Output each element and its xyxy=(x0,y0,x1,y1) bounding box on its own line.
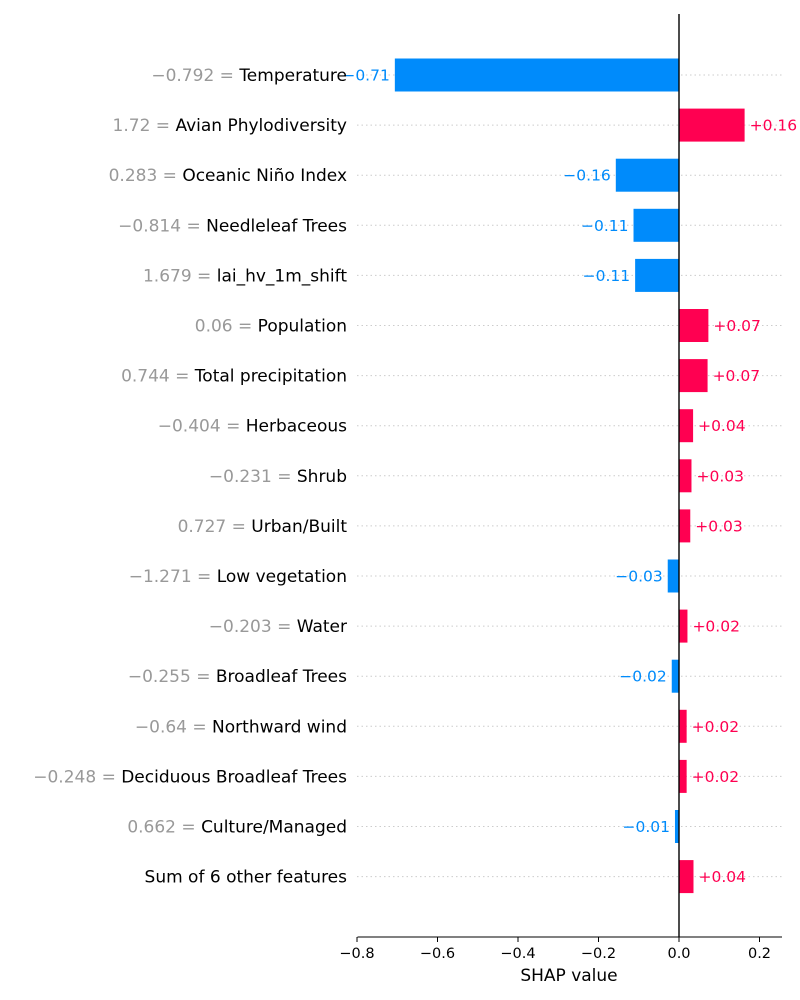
x-ticks: −0.8 −0.6 −0.4 −0.2 0.0 0.2 xyxy=(339,937,771,962)
feature-label: 0.283 = Oceanic Niño Index xyxy=(109,166,347,186)
feature-value: 1.72 = xyxy=(113,116,176,136)
feature-value: −0.231 = xyxy=(209,467,297,487)
feature-name: Culture/Managed xyxy=(201,818,347,838)
feature-label: 0.727 = Urban/Built xyxy=(178,517,348,537)
bar-value-label: +0.02 xyxy=(692,718,740,736)
x-tick-label: −0.8 xyxy=(339,946,374,962)
bar-value-label: +0.04 xyxy=(698,868,746,886)
bar-value-label: −0.01 xyxy=(622,818,670,836)
feature-value: −0.248 = xyxy=(33,767,121,787)
bar xyxy=(394,58,679,92)
bar xyxy=(679,309,709,342)
bar-value-label: +0.16 xyxy=(750,117,798,135)
feature-label: −0.64 = Northward wind xyxy=(135,717,347,737)
feature-name: Low vegetation xyxy=(217,567,347,587)
bar-value-label: +0.07 xyxy=(713,367,761,385)
bar xyxy=(667,559,679,593)
x-tick-label: 0.2 xyxy=(748,946,771,962)
feature-label: 1.679 = lai_hv_1m_shift xyxy=(143,266,347,286)
bar-value-label: −0.16 xyxy=(563,167,611,185)
feature-name: Urban/Built xyxy=(251,517,347,537)
bar xyxy=(679,759,687,793)
bar xyxy=(679,609,688,643)
x-axis-title: SHAP value xyxy=(520,966,617,986)
bar xyxy=(679,359,708,393)
x-tick-label: −0.4 xyxy=(500,946,535,962)
feature-value: −0.792 = xyxy=(151,66,239,86)
bar xyxy=(633,208,679,242)
row-guides xyxy=(357,74,782,878)
feature-label: −0.248 = Deciduous Broadleaf Trees xyxy=(33,767,347,787)
feature-label: Sum of 6 other features xyxy=(145,868,348,888)
x-tick-label: −0.2 xyxy=(581,946,616,962)
x-tick-label: 0.0 xyxy=(667,946,690,962)
feature-value: −0.814 = xyxy=(118,216,206,236)
feature-label: −0.792 = Temperature xyxy=(151,66,347,86)
bar-value-labels: −0.71 +0.16 −0.16 −0.11 −0.11 +0.07 +0.07 +0.04… xyxy=(342,67,797,887)
feature-label: −0.404 = Herbaceous xyxy=(158,417,347,437)
bar xyxy=(679,860,694,894)
feature-label: −0.203 = Water xyxy=(209,617,347,637)
feature-name: Avian Phylodiversity xyxy=(175,116,347,136)
feature-value: 0.744 = xyxy=(121,367,195,387)
feature-value: −0.203 = xyxy=(209,617,297,637)
bar xyxy=(635,258,679,292)
feature-name: lai_hv_1m_shift xyxy=(217,266,348,286)
feature-label: −0.814 = Needleleaf Trees xyxy=(118,216,347,236)
feature-label: −1.271 = Low vegetation xyxy=(129,567,347,587)
feature-value: 0.727 = xyxy=(178,517,252,537)
bars xyxy=(394,58,745,894)
bar xyxy=(679,108,745,142)
bar xyxy=(679,459,692,493)
bar-value-label: +0.07 xyxy=(713,317,761,335)
feature-name: Needleleaf Trees xyxy=(206,216,347,236)
bar-value-label: +0.03 xyxy=(696,467,744,485)
feature-name: Temperature xyxy=(238,66,347,86)
bar-value-label: +0.02 xyxy=(692,768,740,786)
feature-value: −0.404 = xyxy=(158,417,246,437)
bar-value-label: −0.71 xyxy=(342,67,390,85)
feature-label: 0.06 = Population xyxy=(195,317,347,337)
feature-name: Herbaceous xyxy=(246,417,347,437)
bar xyxy=(674,810,679,843)
feature-name: Water xyxy=(297,617,347,637)
feature-name: Northward wind xyxy=(212,717,347,737)
feature-name: Sum of 6 other features xyxy=(145,868,348,888)
bar-value-label: −0.03 xyxy=(615,568,663,586)
bar-value-label: −0.02 xyxy=(619,668,667,686)
feature-value: −0.255 = xyxy=(128,667,216,687)
bar-value-label: −0.11 xyxy=(583,267,631,285)
feature-label: −0.231 = Shrub xyxy=(209,467,347,487)
bar xyxy=(679,409,694,443)
feature-labels: −0.792 = Temperature 1.72 = Avian Phylodi… xyxy=(33,66,347,888)
feature-name: Broadleaf Trees xyxy=(216,667,347,687)
feature-value: 0.283 = xyxy=(109,166,183,186)
bar xyxy=(671,659,679,693)
feature-value: 0.662 = xyxy=(127,818,201,838)
feature-label: −0.255 = Broadleaf Trees xyxy=(128,667,347,687)
bar xyxy=(679,709,687,743)
bar-value-label: +0.02 xyxy=(692,618,740,636)
feature-name: Population xyxy=(258,317,347,337)
feature-name: Deciduous Broadleaf Trees xyxy=(121,767,347,787)
bar-value-label: −0.11 xyxy=(581,217,629,235)
bar-value-label: +0.03 xyxy=(695,517,743,535)
feature-name: Oceanic Niño Index xyxy=(182,166,347,186)
feature-label: 0.744 = Total precipitation xyxy=(121,367,347,387)
feature-value: 1.679 = xyxy=(143,266,217,286)
bar xyxy=(615,158,679,192)
feature-value: 0.06 = xyxy=(195,317,258,337)
bar xyxy=(679,509,691,543)
feature-name: Shrub xyxy=(297,467,347,487)
x-tick-label: −0.6 xyxy=(420,946,455,962)
feature-value: −1.271 = xyxy=(129,567,217,587)
bar-value-label: +0.04 xyxy=(698,417,746,435)
feature-name: Total precipitation xyxy=(194,367,347,387)
feature-value: −0.64 = xyxy=(135,717,212,737)
x-axis: −0.8 −0.6 −0.4 −0.2 0.0 0.2 SHAP value xyxy=(339,936,782,986)
feature-label: 0.662 = Culture/Managed xyxy=(127,818,347,838)
feature-label: 1.72 = Avian Phylodiversity xyxy=(113,116,347,136)
